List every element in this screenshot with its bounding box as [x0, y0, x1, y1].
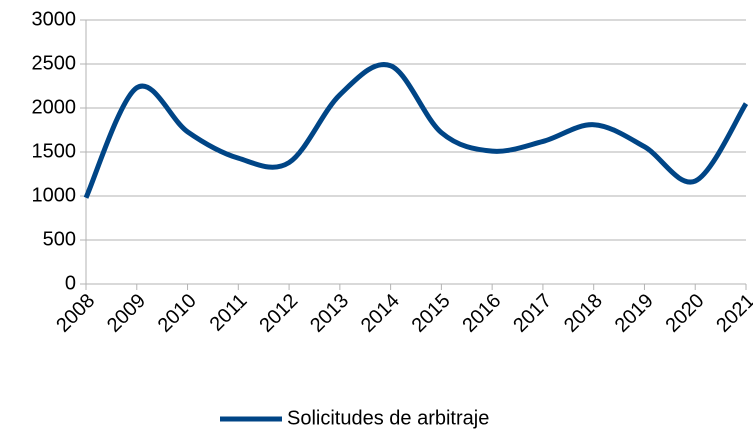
y-tick-label: 0: [65, 272, 76, 294]
series-line: [83, 62, 749, 199]
x-tick-label: 2020: [661, 290, 708, 337]
x-tick-label: 2011: [206, 290, 252, 336]
x-tick-label: 2016: [458, 290, 505, 337]
y-tick-label: 500: [43, 228, 76, 250]
x-tick-label: 2009: [103, 290, 150, 337]
x-tick-label: 2019: [611, 290, 658, 337]
x-tick-label: 2017: [509, 290, 556, 337]
x-tick-label: 2018: [560, 290, 607, 337]
x-tick-label: 2008: [52, 290, 99, 337]
y-tick-label: 2500: [32, 52, 77, 74]
x-tick-label: 2015: [408, 290, 455, 337]
y-tick-label: 1000: [32, 184, 77, 206]
y-tick-label: 1500: [32, 140, 77, 162]
x-tick-label: 2014: [357, 290, 404, 337]
y-tick-label: 2000: [32, 96, 77, 118]
legend-label: Solicitudes de arbitraje: [287, 407, 489, 429]
y-tick-label: 3000: [32, 8, 77, 30]
x-tick-label: 2010: [154, 290, 201, 337]
x-tick-label: 2012: [255, 290, 302, 337]
x-tick-label: 2021: [712, 290, 753, 337]
x-tick-label: 2013: [306, 290, 353, 337]
